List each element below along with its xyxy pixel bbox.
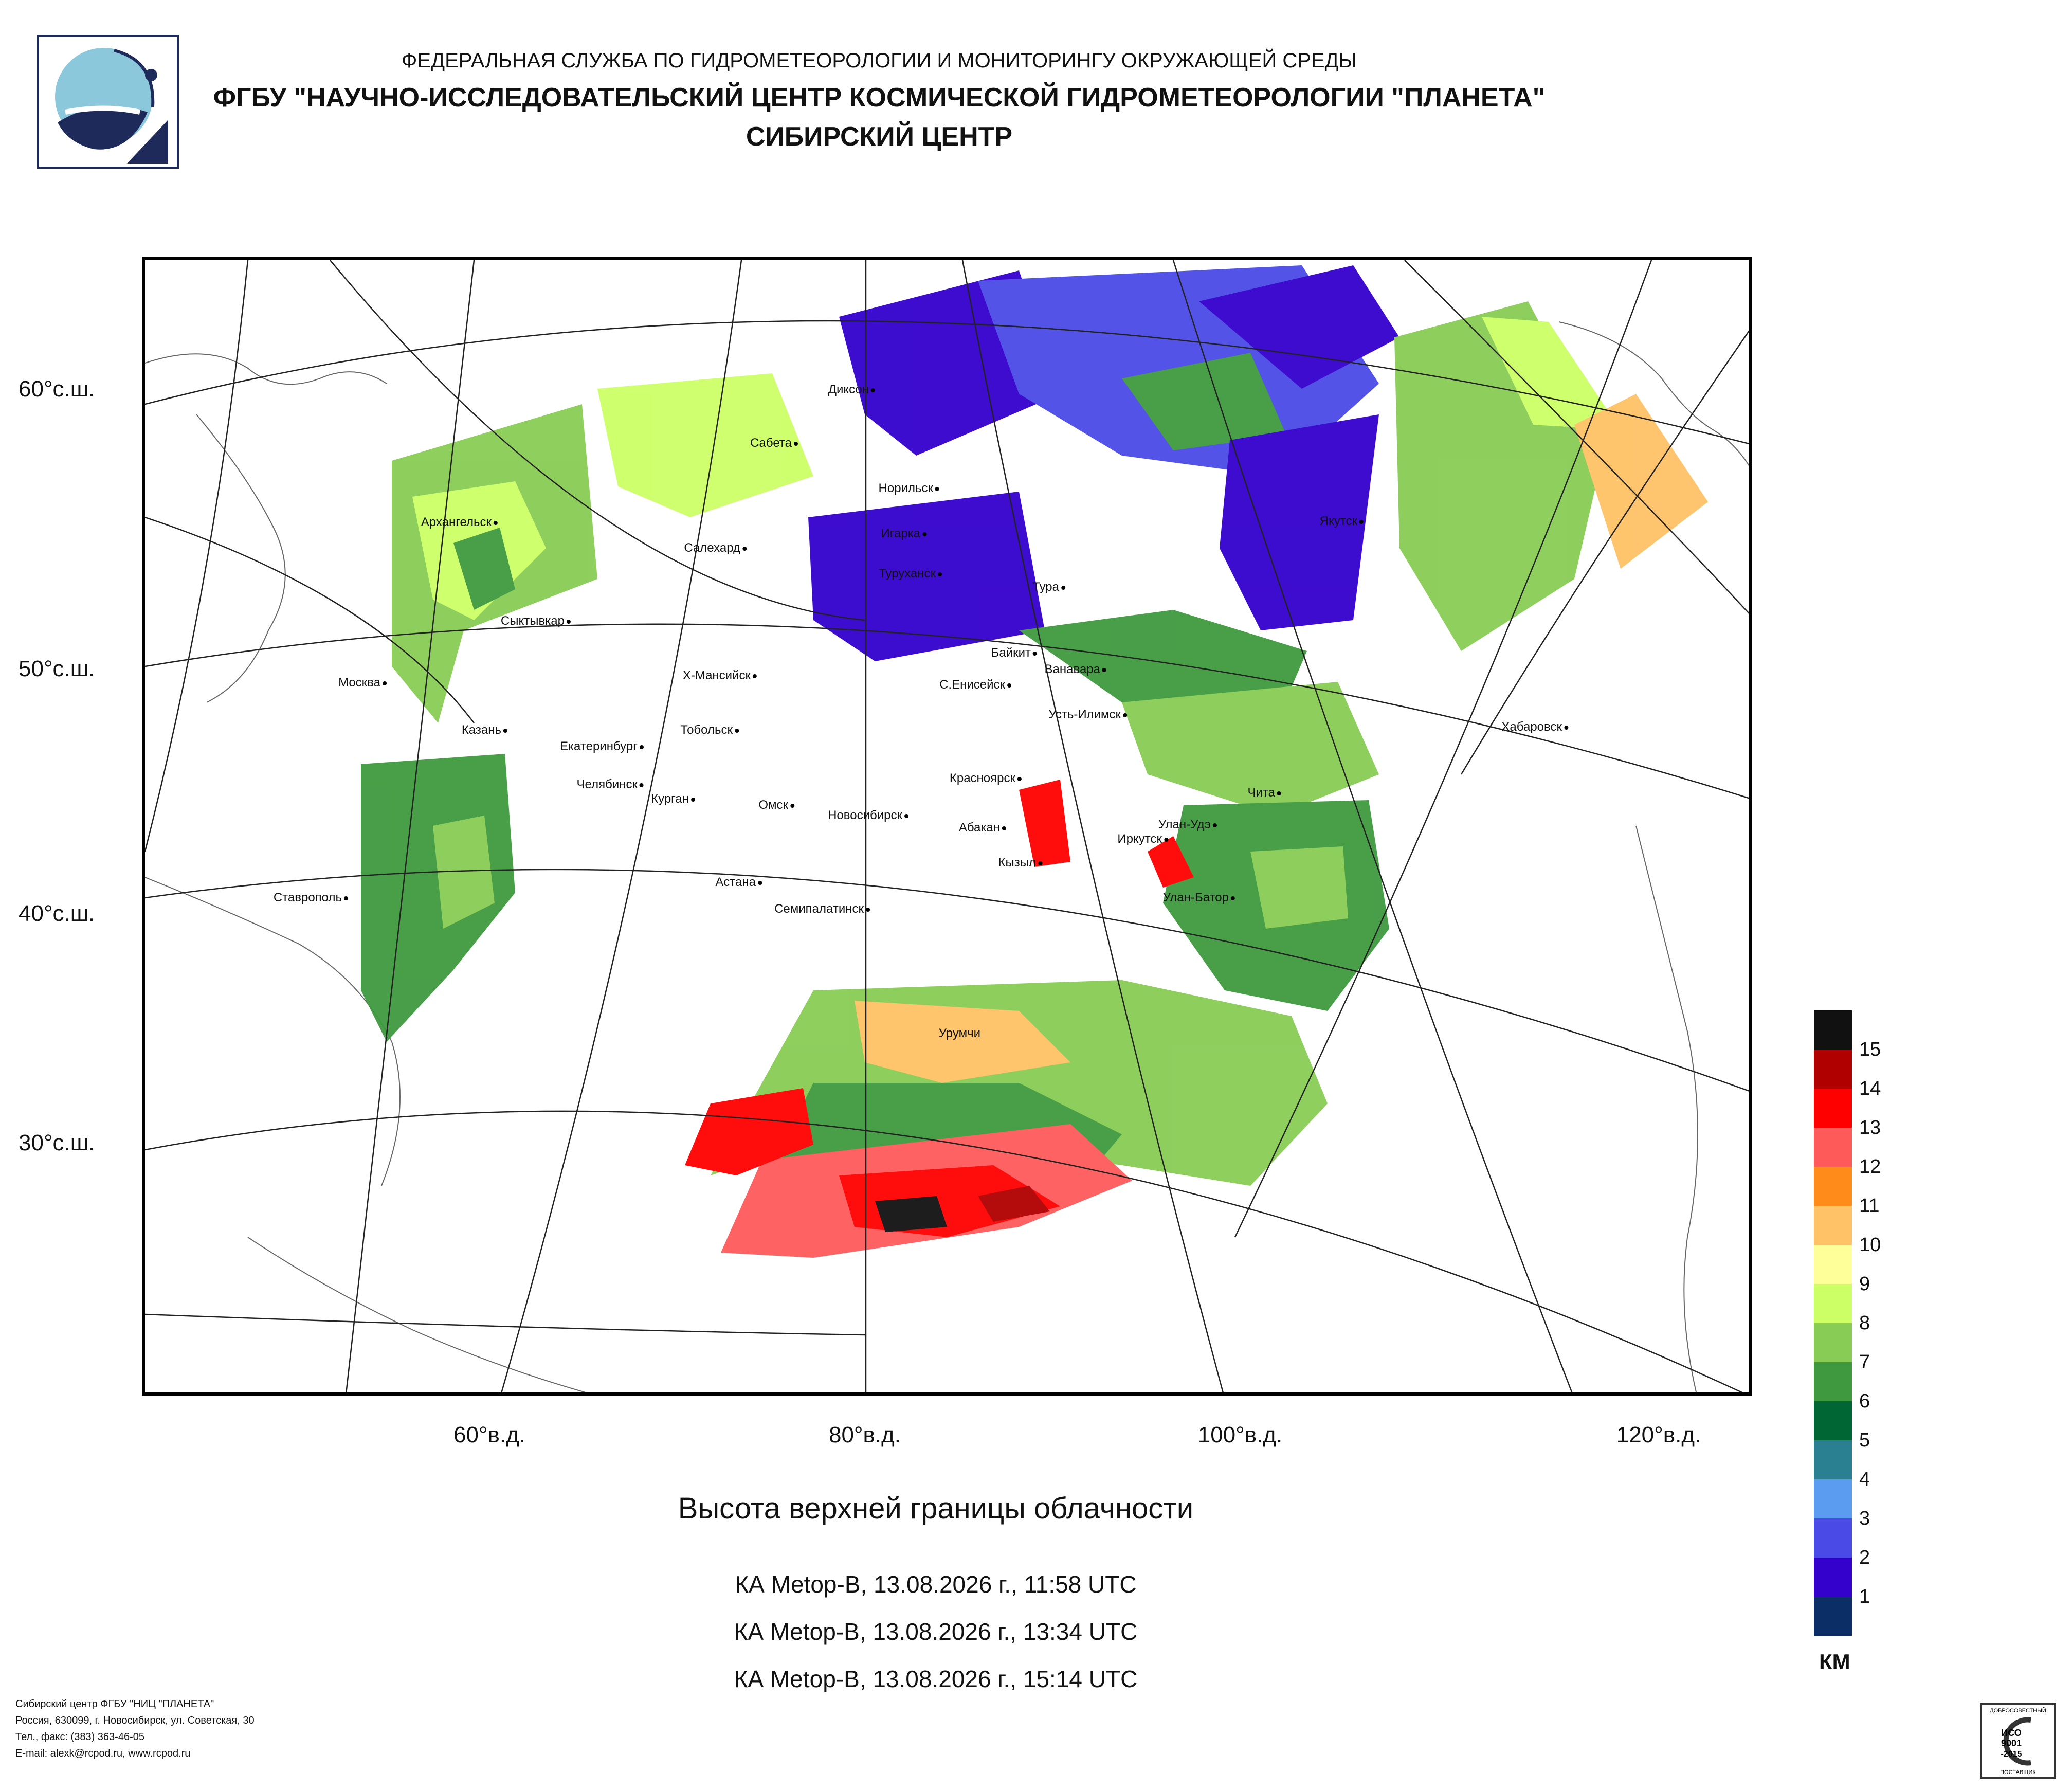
city-arkhangelsk: Архангельск (421, 515, 498, 530)
legend-label-12: 12 (1859, 1156, 1881, 1178)
city-khabarovsk: Хабаровск (1501, 720, 1568, 734)
city-ulan-bator: Улан-Батор (1163, 891, 1235, 905)
city-stavropol: Ставрополь (274, 891, 348, 905)
legend-label-9: 9 (1859, 1273, 1870, 1295)
city-abakan: Абакан (959, 821, 1006, 835)
city-ulan-ude: Улан-Удэ (1158, 818, 1217, 832)
svg-text:-2015: -2015 (2001, 1750, 2022, 1759)
city-kazan: Казань (462, 723, 507, 737)
legend-swatch (1814, 1558, 1852, 1597)
city-chelyabinsk: Челябинск (577, 777, 644, 792)
color-scale-legend (1814, 1010, 1852, 1636)
footer-line-phone: Тел., факс: (383) 363-46-05 (15, 1731, 144, 1743)
city-ust-ilimsk: Усть-Илимск (1048, 708, 1127, 722)
legend-label-11: 11 (1859, 1195, 1880, 1217)
city-irkutsk: Иркутск (1117, 832, 1168, 846)
footer-contacts: Сибирский центр ФГБУ "НИЦ "ПЛАНЕТА" Росс… (15, 1696, 255, 1762)
footer-line-org: Сибирский центр ФГБУ "НИЦ "ПЛАНЕТА" (15, 1698, 214, 1710)
legend-swatch (1814, 1010, 1852, 1050)
city-baikit: Байкит (991, 646, 1037, 660)
city-urumqi: Урумчи (938, 1026, 980, 1040)
legend-swatch (1814, 1089, 1852, 1128)
lon-label-120: 120°в.д. (1616, 1422, 1701, 1448)
city-chita: Чита (1248, 786, 1281, 800)
svg-text:ПОСТАВЩИК: ПОСТАВЩИК (2000, 1769, 2036, 1776)
footer-line-address: Россия, 630099, г. Новосибирск, ул. Сове… (15, 1715, 255, 1726)
legend-swatch (1814, 1206, 1852, 1245)
legend-label-13: 13 (1859, 1117, 1881, 1138)
lat-label-50: 50°с.ш. (19, 656, 95, 681)
city-syktyvkar: Сыктывкар (501, 614, 571, 628)
satellite-pass-2: КА Metop-B, 13.08.2026 г., 13:34 UTC (734, 1618, 1138, 1645)
legend-swatch (1814, 1518, 1852, 1558)
lat-label-30: 30°с.ш. (19, 1130, 95, 1155)
lon-label-60: 60°в.д. (453, 1422, 526, 1448)
legend-swatch (1814, 1050, 1852, 1089)
planeta-logo (37, 35, 179, 169)
lat-label-60: 60°с.ш. (19, 376, 95, 402)
city-dikson: Диксон (828, 383, 875, 397)
legend-label-1: 1 (1859, 1586, 1870, 1607)
cloud-top-height-map: Диксон Сабета Норильск Архангельск Игарк… (142, 257, 1752, 1396)
legend-label-7: 7 (1859, 1351, 1870, 1373)
header-agency: ФЕДЕРАЛЬНАЯ СЛУЖБА ПО ГИДРОМЕТЕОРОЛОГИИ … (401, 49, 1357, 72)
legend-label-4: 4 (1859, 1469, 1870, 1490)
city-yakutsk: Якутск (1320, 514, 1364, 529)
footer-line-email: E-mail: alexk@rcpod.ru, www.rcpod.ru (15, 1748, 191, 1759)
lon-label-80: 80°в.д. (828, 1422, 901, 1448)
legend-label-10: 10 (1859, 1234, 1881, 1256)
city-igarka: Игарка (881, 527, 926, 541)
svg-text:ИСО: ИСО (2001, 1728, 2022, 1738)
city-kyzyl: Кызыл (998, 856, 1042, 870)
legend-unit: КМ (1819, 1650, 1850, 1674)
product-title: Высота верхней границы облачности (678, 1492, 1194, 1525)
legend-swatch (1814, 1323, 1852, 1362)
svg-text:9001: 9001 (2001, 1738, 2022, 1748)
city-novosibirsk: Новосибирск (828, 808, 908, 823)
legend-label-6: 6 (1859, 1390, 1870, 1412)
city-tobolsk: Тобольск (680, 723, 739, 737)
city-sabeta: Сабета (750, 436, 798, 450)
city-kurgan: Курган (651, 792, 695, 806)
header-institute: ФГБУ "НАУЧНО-ИССЛЕДОВАТЕЛЬСКИЙ ЦЕНТР КОС… (213, 83, 1546, 113)
legend-label-3: 3 (1859, 1508, 1870, 1529)
svg-text:ДОБРОСОВЕСТНЫЙ: ДОБРОСОВЕСТНЫЙ (1990, 1707, 2046, 1714)
legend-swatch (1814, 1167, 1852, 1206)
city-norilsk: Норильск (879, 481, 939, 496)
city-s-yeniseysk: С.Енисейск (939, 678, 1011, 692)
header-center: СИБИРСКИЙ ЦЕНТР (746, 122, 1013, 152)
legend-swatch (1814, 1128, 1852, 1167)
legend-swatch (1814, 1440, 1852, 1479)
legend-label-5: 5 (1859, 1430, 1870, 1451)
city-omsk: Омск (758, 798, 794, 812)
legend-swatch (1814, 1245, 1852, 1284)
city-moscow: Москва (338, 676, 387, 690)
satellite-pass-1: КА Metop-B, 13.08.2026 г., 11:58 UTC (735, 1571, 1137, 1598)
legend-swatch (1814, 1401, 1852, 1440)
legend-label-14: 14 (1859, 1078, 1881, 1099)
legend-swatch (1814, 1284, 1852, 1323)
satellite-pass-3: КА Metop-B, 13.08.2026 г., 15:14 UTC (734, 1666, 1138, 1692)
legend-swatch (1814, 1362, 1852, 1401)
legend-swatch (1814, 1597, 1852, 1636)
city-yekaterinburg: Екатеринбург (560, 739, 644, 754)
map-graphics (145, 260, 1749, 1392)
legend-label-2: 2 (1859, 1547, 1870, 1568)
city-krasnoyarsk: Красноярск (950, 771, 1022, 786)
lon-label-100: 100°в.д. (1197, 1422, 1283, 1448)
iso-9001-badge: ДОБРОСОВЕСТНЫЙ ИСО 9001 -2015 ПОСТАВЩИК (1980, 1703, 2056, 1779)
city-astana: Астана (715, 875, 762, 890)
legend-label-15: 15 (1859, 1039, 1881, 1060)
city-tura: Тура (1032, 580, 1065, 594)
city-semipalatinsk: Семипалатинск (774, 902, 870, 916)
legend-swatch (1814, 1479, 1852, 1518)
city-turukhansk: Туруханск (879, 567, 942, 581)
city-vanavara: Ванавара (1045, 662, 1106, 677)
lat-label-40: 40°с.ш. (19, 901, 95, 926)
legend-label-8: 8 (1859, 1312, 1870, 1334)
city-kh-mansiysk: Х-Мансийск (683, 668, 757, 683)
city-salekhard: Салехард (684, 541, 747, 555)
